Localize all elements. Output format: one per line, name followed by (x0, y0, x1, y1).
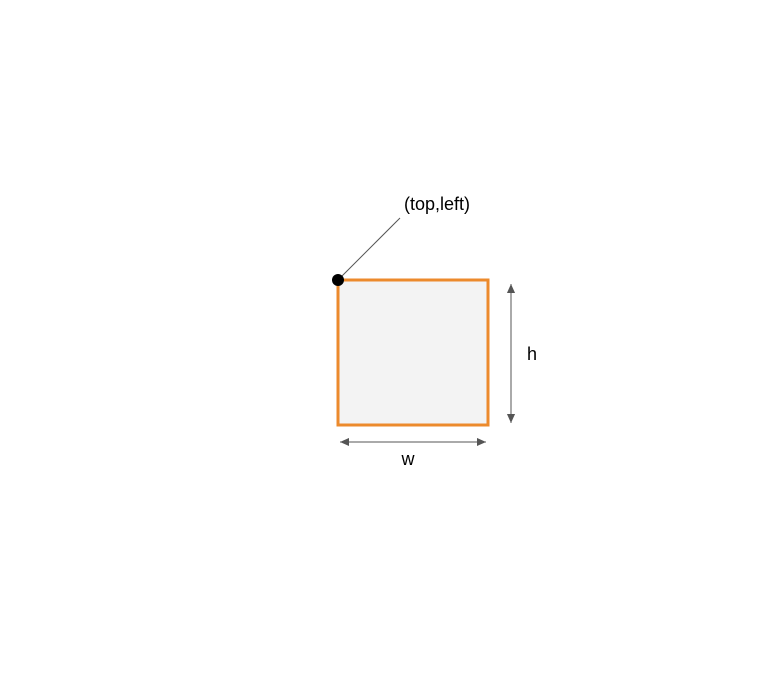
label-width: w (401, 449, 416, 469)
corner-dot (332, 274, 344, 286)
diagram-canvas: (top,left) w h (0, 0, 760, 680)
label-height: h (527, 344, 537, 364)
label-top-left: (top,left) (404, 194, 470, 214)
bounding-box (338, 280, 488, 425)
